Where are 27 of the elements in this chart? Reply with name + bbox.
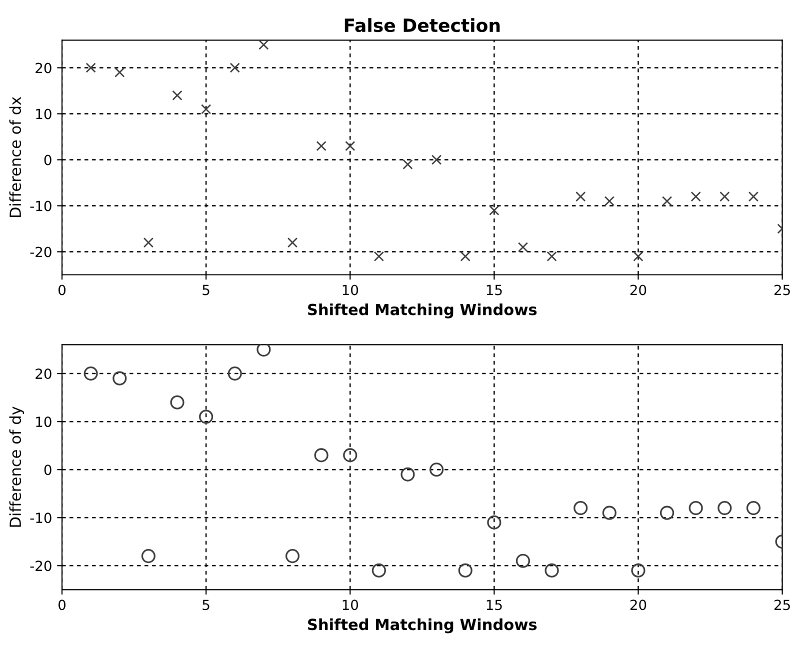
y-tick-label: -10 [30,512,52,524]
x-tick-label: 25 [774,600,790,610]
x-tick-label: 25 [774,284,790,296]
x-tick-label: 10 [342,600,358,610]
y-tick-label: -20 [30,246,52,258]
y-tick-label: 20 [36,368,52,380]
x-tick-label: 15 [486,600,502,610]
y-tick-label: 0 [44,464,52,476]
x-tick-label: 0 [58,284,66,296]
x-axis-title: Shifted Matching Windows [308,303,537,318]
y-tick-label: 20 [36,62,52,74]
y-axis-title: Difference of dx [9,96,22,218]
chart-title: False Detection [344,18,500,32]
y-tick-label: 10 [36,416,52,428]
x-tick-label: 15 [486,284,502,296]
x-axis-title: Shifted Matching Windows [308,618,537,634]
x-tick-label: 5 [202,284,210,296]
y-axis-title: Difference of dy [9,406,24,527]
x-tick-label: 10 [342,284,358,296]
y-tick-label: -10 [30,200,52,212]
y-tick-label: 0 [44,154,52,166]
x-tick-label: 0 [58,600,66,610]
x-tick-label: 20 [630,284,646,296]
y-tick-label: 10 [36,108,52,120]
x-tick-label: 5 [202,600,210,610]
x-tick-label: 20 [630,600,646,610]
y-tick-label: -20 [30,560,52,572]
